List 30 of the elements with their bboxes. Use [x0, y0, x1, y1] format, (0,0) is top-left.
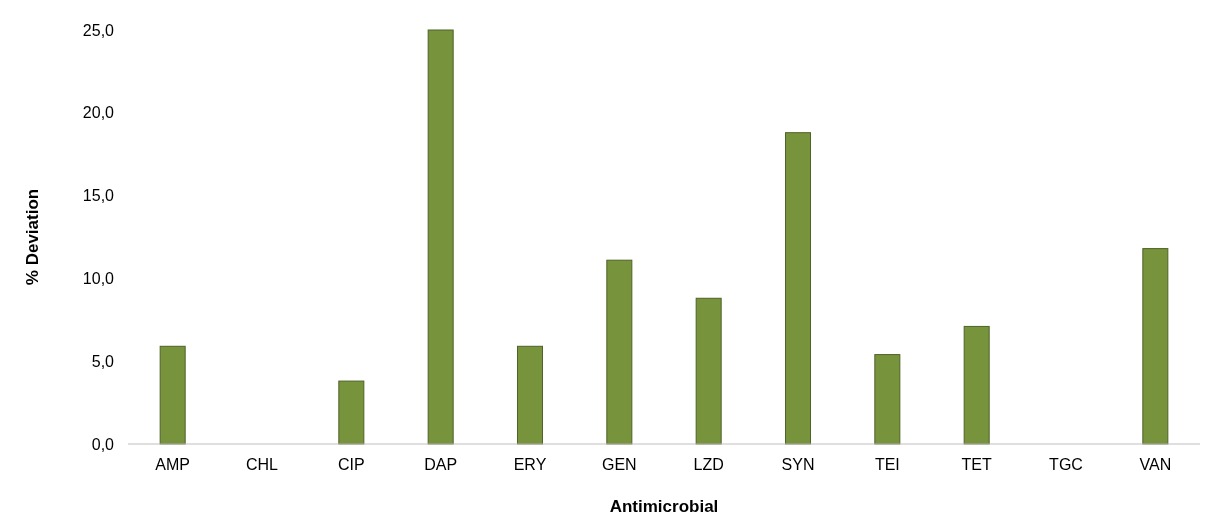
bar	[963, 325, 990, 445]
bar	[338, 380, 365, 445]
bar	[159, 345, 186, 445]
x-tick-label: SYN	[781, 456, 815, 473]
y-tick-label: 10,0	[82, 270, 115, 287]
bar	[1142, 248, 1169, 445]
x-axis-title: Antimicrobial	[609, 497, 719, 516]
x-tick-label: TET	[961, 456, 992, 473]
x-tick-label: VAN	[1139, 456, 1172, 473]
bar	[427, 29, 454, 445]
x-tick-label: GEN	[602, 456, 637, 473]
x-tick-label: CIP	[338, 456, 365, 473]
bar	[516, 345, 544, 445]
x-tick-label: ERY	[513, 456, 547, 473]
y-axis-title: % Deviation	[23, 188, 42, 286]
bar	[695, 297, 722, 445]
x-tick-label: CHL	[245, 456, 279, 473]
x-tick-label: TGC	[1049, 456, 1083, 473]
y-tick-label: 15,0	[82, 187, 115, 205]
bar	[606, 259, 633, 445]
y-tick-label: 25,0	[82, 21, 115, 39]
x-tick-label: AMP	[155, 456, 190, 473]
y-tick-label: 20,0	[82, 104, 115, 122]
y-tick-label: 0,0	[91, 435, 115, 453]
x-tick-label: DAP	[424, 456, 458, 473]
y-tick-label: 5,0	[91, 352, 115, 370]
x-tick-label: TEI	[874, 456, 900, 473]
bar	[784, 132, 812, 445]
x-tick-label: LZD	[693, 456, 724, 473]
bar	[874, 354, 901, 445]
